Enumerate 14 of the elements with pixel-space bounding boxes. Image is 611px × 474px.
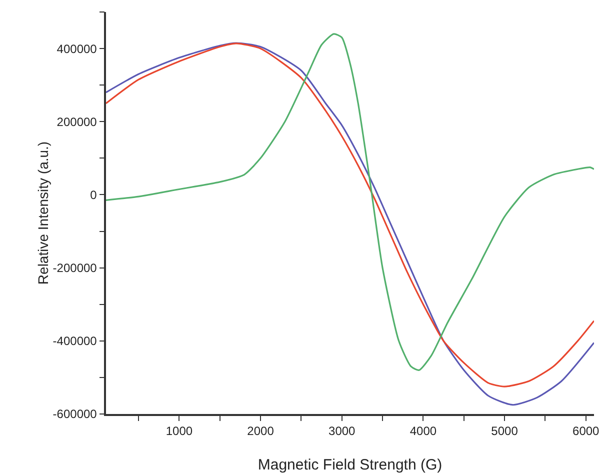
y-tick-label: 200000 — [56, 114, 98, 129]
x-tick-label: 1000 — [166, 424, 193, 438]
y-tick-label: -200000 — [52, 261, 98, 276]
x-tick-label: 4000 — [410, 424, 437, 438]
y-tick-label: -400000 — [52, 334, 98, 348]
y-tick-label: 400000 — [56, 42, 98, 56]
x-tick-label: 2000 — [247, 424, 274, 438]
x-tick-label: 6000 — [572, 424, 600, 438]
x-tick-label: 5000 — [491, 424, 518, 438]
y-tick-label: -600000 — [52, 407, 98, 422]
y-tick-label: 0 — [90, 188, 98, 202]
y-axis-title: Relative Intensity (a.u.) — [34, 141, 51, 285]
x-axis-title: Magnetic Field Strength (G) — [258, 456, 442, 474]
x-tick-label: 3000 — [328, 424, 356, 438]
